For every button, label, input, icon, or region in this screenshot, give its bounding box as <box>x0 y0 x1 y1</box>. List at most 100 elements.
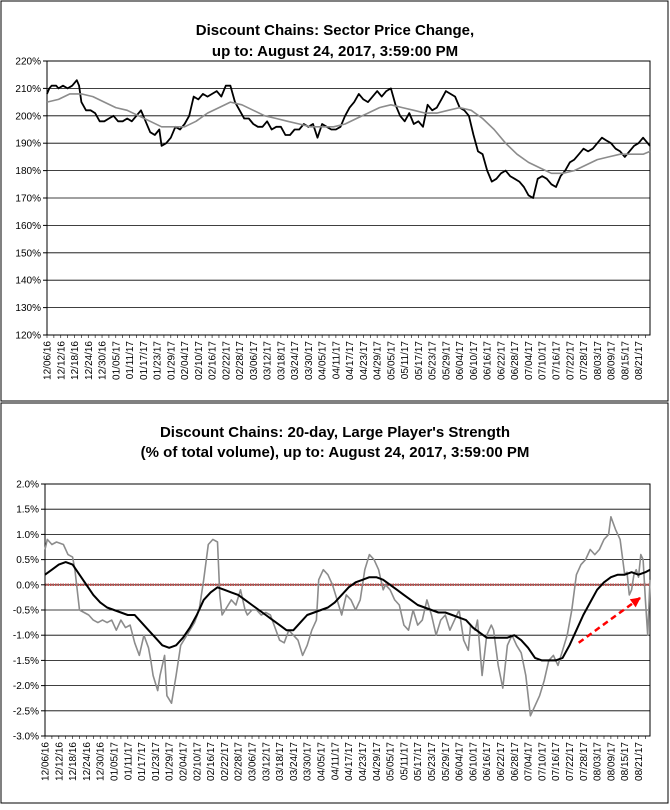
price-x-tick-label: 07/22/17 <box>565 341 576 380</box>
price-x-tick-label: 01/23/17 <box>153 341 164 380</box>
strength-x-tick-label: 08/21/17 <box>634 742 645 781</box>
strength-x-tick-label: 07/10/17 <box>537 742 548 781</box>
price-y-tick-label: 200% <box>15 111 41 122</box>
strength-x-tick-label: 07/16/17 <box>551 742 562 781</box>
strength-x-tick-label: 03/18/17 <box>275 742 286 781</box>
trend-arrow-line <box>577 596 642 644</box>
strength-x-tick-label: 07/22/17 <box>565 742 576 781</box>
price-x-tick-label: 03/18/17 <box>276 341 287 380</box>
price-x-tick-label: 06/10/17 <box>469 341 480 380</box>
price-y-tick-label: 130% <box>15 303 41 314</box>
strength-x-tick-label: 08/03/17 <box>593 742 604 781</box>
price-x-tick-label: 06/22/17 <box>496 341 507 380</box>
price-x-tick-label: 12/06/16 <box>43 341 54 380</box>
strength-series-line-0 <box>44 515 651 717</box>
trend-arrow-head-icon <box>629 597 641 608</box>
price-x-tick-label: 06/04/17 <box>455 341 466 380</box>
strength-y-tick-label: 0.5% <box>16 555 39 566</box>
price-series-line-0 <box>46 79 651 199</box>
strength-y-tick-label: -0.5% <box>13 606 39 617</box>
strength-x-tick-label: 07/28/17 <box>579 742 590 781</box>
strength-x-tick-label: 05/05/17 <box>386 742 397 781</box>
strength-x-tick-label: 04/29/17 <box>372 742 383 781</box>
price-x-tick-label: 08/21/17 <box>634 341 645 380</box>
strength-x-tick-label: 06/04/17 <box>455 742 466 781</box>
price-x-tick-label: 04/17/17 <box>345 341 356 380</box>
price-x-tick-label: 07/10/17 <box>538 341 549 380</box>
price-chart-frame <box>0 0 669 402</box>
price-x-tick-label: 04/23/17 <box>359 341 370 380</box>
price-x-tick-label: 07/28/17 <box>579 341 590 380</box>
strength-x-tick-label: 08/09/17 <box>606 742 617 781</box>
price-y-tick-label: 210% <box>15 84 41 95</box>
strength-y-tick-label: -1.5% <box>13 656 39 667</box>
strength-plot-border <box>44 483 651 737</box>
price-x-tick-label: 05/11/17 <box>400 341 411 380</box>
price-x-tick-label: 03/06/17 <box>249 341 260 380</box>
strength-chart-plot: 2.0% 1.5% 1.0% 0.5% 0.0% -0.5% -1.0% -1.5% -2.0%… <box>13 480 651 781</box>
strength-x-tick-label: 01/29/17 <box>165 742 176 781</box>
price-x-tick-label: 05/17/17 <box>414 341 425 380</box>
strength-x-tick-label: 04/05/17 <box>317 742 328 781</box>
price-x-tick-label: 01/17/17 <box>139 341 150 380</box>
price-x-tick-label: 08/15/17 <box>620 341 631 380</box>
price-y-tick-label: 120% <box>15 331 41 342</box>
strength-x-tick-label: 01/17/17 <box>137 742 148 781</box>
price-x-tick-label: 08/09/17 <box>607 341 618 380</box>
price-x-tick-label: 12/30/16 <box>98 341 109 380</box>
price-x-tick-label: 08/03/17 <box>593 341 604 380</box>
price-x-tick-label: 03/12/17 <box>263 341 274 380</box>
price-x-tick-label: 12/12/16 <box>56 341 67 380</box>
price-plot-border <box>46 60 651 336</box>
strength-x-tick-label: 07/04/17 <box>524 742 535 781</box>
strength-x-tick-label: 04/11/17 <box>330 742 341 781</box>
price-x-tick-label: 02/22/17 <box>221 341 232 380</box>
strength-x-tick-label: 12/06/16 <box>41 742 52 781</box>
price-x-tick-label: 02/28/17 <box>235 341 246 380</box>
strength-x-tick-label: 01/23/17 <box>151 742 162 781</box>
strength-x-tick-label: 01/05/17 <box>110 742 121 781</box>
price-chart-title-line2: up to: August 24, 2017, 3:59:00 PM <box>212 43 458 60</box>
price-x-tick-label: 12/24/16 <box>84 341 95 380</box>
strength-x-tick-label: 08/15/17 <box>620 742 631 781</box>
strength-x-tick-label: 02/22/17 <box>220 742 231 781</box>
price-x-tick-label: 01/29/17 <box>166 341 177 380</box>
price-x-tick-label: 12/18/16 <box>70 341 81 380</box>
price-x-tick-label: 03/24/17 <box>290 341 301 380</box>
strength-y-tick-label: 1.5% <box>16 505 39 516</box>
strength-x-tick-label: 12/24/16 <box>82 742 93 781</box>
price-series-line-1 <box>46 93 651 175</box>
price-x-tick-label: 06/16/17 <box>483 341 494 380</box>
price-y-tick-label: 140% <box>15 276 41 287</box>
price-x-tick-label: 05/05/17 <box>386 341 397 380</box>
price-x-tick-label: 07/16/17 <box>551 341 562 380</box>
strength-x-tick-label: 02/10/17 <box>192 742 203 781</box>
price-x-tick-label: 04/11/17 <box>331 341 342 380</box>
strength-x-tick-label: 05/17/17 <box>413 742 424 781</box>
strength-x-tick-label: 06/22/17 <box>496 742 507 781</box>
strength-x-tick-label: 12/12/16 <box>54 742 65 781</box>
strength-x-tick-label: 12/30/16 <box>96 742 107 781</box>
price-x-tick-label: 06/28/17 <box>510 341 521 380</box>
strength-series-line-1 <box>44 561 651 662</box>
strength-x-tick-label: 02/16/17 <box>206 742 217 781</box>
strength-x-tick-label: 04/23/17 <box>358 742 369 781</box>
price-x-tick-label: 02/10/17 <box>194 341 205 380</box>
strength-x-tick-label: 06/10/17 <box>468 742 479 781</box>
strength-x-tick-label: 03/24/17 <box>289 742 300 781</box>
strength-y-tick-label: -2.0% <box>13 681 39 692</box>
strength-chart-title-line2: (% of total volume), up to: August 24, 2… <box>141 444 530 461</box>
price-chart-plot: 220% 210% 200% 190% 180% 170% 160% 150% 140% 130%… <box>15 57 651 380</box>
price-x-tick-label: 05/23/17 <box>428 341 439 380</box>
strength-x-tick-label: 03/12/17 <box>261 742 272 781</box>
price-y-tick-label: 150% <box>15 248 41 259</box>
strength-x-tick-label: 03/06/17 <box>248 742 259 781</box>
price-y-tick-label: 190% <box>15 139 41 150</box>
strength-y-tick-label: -2.5% <box>13 706 39 717</box>
price-x-tick-label: 01/05/17 <box>111 341 122 380</box>
strength-x-tick-label: 02/28/17 <box>234 742 245 781</box>
price-x-tick-label: 07/04/17 <box>524 341 535 380</box>
price-x-tick-label: 04/05/17 <box>318 341 329 380</box>
price-x-tick-label: 02/16/17 <box>208 341 219 380</box>
